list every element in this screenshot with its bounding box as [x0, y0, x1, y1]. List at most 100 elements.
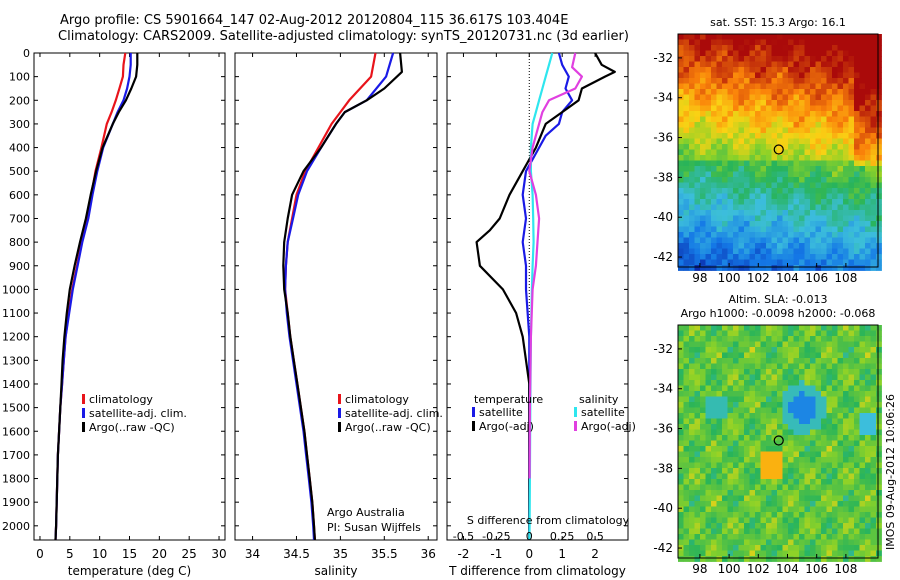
x-tick-label: 36: [421, 547, 436, 561]
x-tick-label: -2: [457, 547, 469, 561]
x-tick-label: 35.5: [371, 547, 398, 561]
y-tick-label: 1300: [2, 354, 30, 367]
legend-swatch: [338, 394, 341, 404]
series-line-argoadj: [475, 52, 616, 540]
y-tick-label: -42: [653, 541, 673, 555]
x-tick-label: 106: [805, 271, 828, 285]
chart-title-line2: Climatology: CARS2009. Satellite-adjuste…: [58, 29, 629, 44]
annotation-line: PI: Susan Wijffels: [327, 521, 421, 534]
y-tick-label: -38: [653, 461, 673, 475]
y-tick-label: -32: [653, 342, 673, 356]
x-tick-label: 20: [152, 547, 167, 561]
legend-entry: Argo(-adj): [581, 420, 636, 433]
x-tick-label: 0: [36, 547, 44, 561]
map-title: Argo h1000: -0.0098 h2000: -0.068: [681, 307, 876, 320]
x-tick-label: 15: [122, 547, 137, 561]
x-tick-label: -1: [490, 547, 502, 561]
map-title: Altim. SLA: -0.013: [728, 293, 827, 306]
y-tick-label: 2000: [2, 520, 30, 533]
y-tick-label: -42: [653, 250, 673, 264]
x-tick-label: 100: [718, 562, 741, 576]
x-tick-label: 2: [591, 547, 599, 561]
legend-header: temperature: [474, 393, 543, 406]
annotation-line: Argo Australia: [327, 506, 405, 519]
legend-swatch: [574, 407, 577, 417]
x-tick-label: 34.5: [283, 547, 310, 561]
y-tick-label: -36: [653, 422, 673, 436]
x-tick-label: 98: [692, 271, 707, 285]
x-tick-label: 35: [333, 547, 348, 561]
x-axis-label: temperature (deg C): [68, 564, 191, 578]
legend-swatch: [82, 394, 85, 404]
legend-entry: Argo(..raw -QC): [89, 421, 175, 434]
y-tick-label: 700: [9, 212, 30, 225]
chart-title-line1: Argo profile: CS 5901664_147 02-Aug-2012…: [60, 13, 569, 28]
legend-swatch: [472, 407, 475, 417]
x-tick-label: 30: [211, 547, 226, 561]
y-tick-label: -32: [653, 51, 673, 65]
x-tick-label: 98: [692, 562, 707, 576]
legend-entry: satellite-adj. clim.: [345, 407, 443, 420]
y-tick-label: 600: [9, 189, 30, 202]
map-title: sat. SST: 15.3 Argo: 16.1: [710, 16, 846, 29]
y-tick-label: 100: [9, 71, 30, 84]
heatmap-cells: [678, 34, 882, 271]
secondary-x-label: S difference from climatology: [467, 514, 630, 527]
secondary-x-tick-label: 0: [526, 530, 533, 543]
x-tick-label: 102: [747, 271, 770, 285]
heatmap-cells: [678, 325, 882, 562]
series-line-argorawqc: [54, 53, 139, 541]
imos-credit: IMOS 09-Aug-2012 10:06:26: [884, 394, 897, 550]
series-line-argorawqc: [282, 52, 403, 541]
y-tick-label: -34: [653, 91, 673, 105]
x-tick-label: 0: [525, 547, 533, 561]
y-tick-label: 1500: [2, 402, 30, 415]
y-tick-label: 1400: [2, 378, 30, 391]
y-tick-label: 200: [9, 94, 30, 107]
legend-entry: climatology: [345, 393, 409, 406]
temperature-profile-panel: 0 5 10 15 20 25 300100200300400500600700800900…: [2, 47, 227, 578]
legend-header: salinity: [579, 393, 619, 406]
y-tick-label: 300: [9, 118, 30, 131]
x-tick-label: 108: [834, 271, 857, 285]
y-tick-label: 500: [9, 165, 30, 178]
series-line-argoadj: [528, 52, 583, 479]
legend-entry: Argo(-adj): [479, 420, 534, 433]
y-tick-label: 1000: [2, 283, 30, 296]
secondary-x-tick-label: -0.25: [482, 530, 510, 543]
difference-profile-panel: -2 -1 0 1 2 T difference from climatology temp…: [446, 52, 636, 578]
x-tick-label: 104: [776, 271, 799, 285]
y-tick-label: 1900: [2, 496, 30, 509]
y-tick-label: 1800: [2, 473, 30, 486]
float-position-marker: [773, 435, 784, 446]
secondary-x-tick-label: 0.5: [586, 530, 604, 543]
legend-entry: satellite: [479, 406, 523, 419]
x-tick-label: 108: [834, 562, 857, 576]
salinity-profile-panel: 34 34.5 35 35.5 36 salinity climatologysatelli…: [234, 52, 443, 578]
y-tick-label: 900: [9, 260, 30, 273]
x-tick-label: 34: [245, 547, 260, 561]
y-tick-label: 0: [23, 47, 30, 60]
legend-swatch: [338, 422, 341, 432]
sst-map-panel: 98 100 102 104 106 108 -32 -34 -36 -38 -40 -42 sat. …: [653, 16, 882, 285]
x-axis-label: salinity: [314, 564, 357, 578]
legend-entry: satellite: [581, 406, 625, 419]
x-tick-label: 5: [66, 547, 74, 561]
x-tick-label: 25: [182, 547, 197, 561]
y-tick-label: -38: [653, 170, 673, 184]
x-tick-label: 1: [558, 547, 566, 561]
y-tick-label: 1200: [2, 331, 30, 344]
y-tick-label: 400: [9, 142, 30, 155]
x-tick-label: 10: [92, 547, 107, 561]
y-tick-label: -34: [653, 382, 673, 396]
y-tick-label: 1700: [2, 449, 30, 462]
legend-entry: climatology: [89, 393, 153, 406]
x-tick-label: 100: [718, 271, 741, 285]
float-position-marker: [773, 144, 784, 155]
x-tick-label: 106: [805, 562, 828, 576]
secondary-x-tick-label: -0.5: [453, 530, 474, 543]
map-frame: [677, 33, 879, 268]
y-tick-label: 1100: [2, 307, 30, 320]
y-tick-label: -40: [653, 501, 673, 515]
legend-swatch: [574, 421, 577, 431]
